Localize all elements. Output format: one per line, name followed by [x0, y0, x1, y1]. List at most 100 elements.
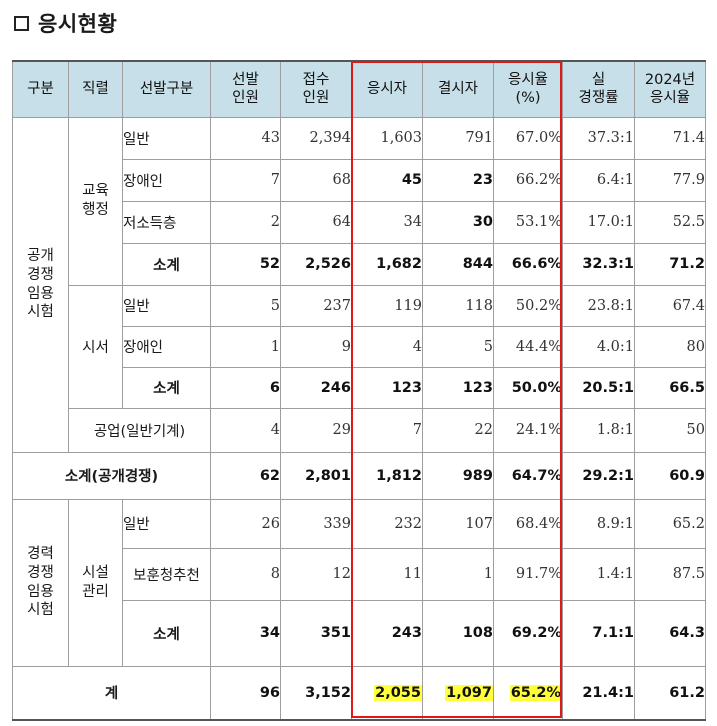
cell-rate-2024: 61.2: [634, 665, 706, 721]
cell-rate: 66.2%: [493, 158, 563, 202]
cell-absentees: 989: [422, 451, 494, 500]
cell-absentees: 108: [422, 599, 494, 667]
group-open: 공개 경쟁 임용 시험: [12, 116, 69, 453]
header-row: 구분 직렬 선발구분 선발 인원 접수 인원 응시자 결시자 응시율 (%) 실 경쟁률…: [12, 60, 706, 118]
cell-rate-2024: 71.2: [634, 242, 706, 286]
cell-competition: 23.8:1: [562, 284, 635, 327]
cell-applied: 2,394: [280, 116, 352, 160]
cell-selected: 8: [210, 547, 281, 601]
cell-applied: 351: [280, 599, 352, 667]
checkbox-icon: [14, 15, 29, 31]
table-row: 장애인 7 68 45 23 66.2% 6.4:1 77.9: [13, 158, 706, 202]
cell-rate-2024: 60.9: [634, 451, 706, 500]
cell-competition: 1.4:1: [562, 547, 635, 601]
cell-competition: 20.5:1: [562, 366, 635, 409]
cell-rate: 50.2%: [493, 284, 563, 327]
cell-rate-2024: 80: [634, 325, 706, 368]
highlight-rate: 65.2%: [509, 684, 562, 701]
highlight-absentees: 1,097: [445, 684, 493, 701]
position-librarian: 시서: [68, 284, 123, 409]
cell-rate: 69.2%: [493, 599, 563, 667]
cell-selected: 34: [210, 599, 281, 667]
header-category: 구분: [12, 60, 69, 118]
header-rate-2024: 2024년 응시율: [634, 60, 706, 118]
table-row: 저소득층 2 64 34 30 53.1% 17.0:1 52.5: [13, 200, 706, 244]
cell-competition: 29.2:1: [562, 451, 635, 500]
subtotal-row: 소계 34 351 243 108 69.2% 7.1:1 64.3: [13, 599, 706, 667]
cell-applied: 29: [280, 407, 352, 453]
header-selection-type: 선발구분: [122, 60, 211, 118]
cell-rate: 24.1%: [493, 407, 563, 453]
subtotal-label: 소계: [122, 366, 211, 409]
cell-rate: 65.2%: [493, 665, 563, 721]
cell-rate-2024: 65.2: [634, 498, 706, 549]
cell-applied: 246: [280, 366, 352, 409]
position-facility: 시설 관리: [68, 498, 123, 667]
table-row: 경력 경쟁 임용 시험 시설 관리 일반 26 339 232 107 68.4% 8.…: [12, 498, 706, 667]
cell-selected: 96: [210, 665, 281, 721]
cell-examinees: 1,812: [351, 451, 423, 500]
cell-competition: 8.9:1: [562, 498, 635, 549]
selection-type: 일반: [122, 116, 211, 160]
cell-absentees: 791: [422, 116, 494, 160]
selection-type: 장애인: [122, 158, 211, 202]
cell-rate-2024: 52.5: [634, 200, 706, 244]
cell-selected: 1: [210, 325, 281, 368]
cell-rate-2024: 66.5: [634, 366, 706, 409]
cell-applied: 237: [280, 284, 352, 327]
exam-status-table: 구분 직렬 선발구분 선발 인원 접수 인원 응시자 결시자 응시율 (%) 실 경쟁률…: [12, 60, 706, 721]
cell-rate-2024: 87.5: [634, 547, 706, 601]
table-row: 공개 경쟁 임용 시험 교육 행정 일반 43 2,394 1,603 791 67.0…: [12, 116, 706, 453]
cell-competition: 7.1:1: [562, 599, 635, 667]
cell-absentees: 22: [422, 407, 494, 453]
cell-rate-2024: 77.9: [634, 158, 706, 202]
cell-rate: 50.0%: [493, 366, 563, 409]
cell-applied: 12: [280, 547, 352, 601]
table-row: 공업(일반기계) 4 29 7 22 24.1% 1.8:1 50: [13, 407, 706, 453]
cell-rate-2024: 71.4: [634, 116, 706, 160]
header-competition: 실 경쟁률: [562, 60, 635, 118]
cell-examinees: 1,603: [351, 116, 423, 160]
cell-rate: 67.0%: [493, 116, 563, 160]
subtotal-row: 소계 6 246 123 123 50.0% 20.5:1 66.5: [13, 366, 706, 409]
cell-applied: 3,152: [280, 665, 352, 721]
cell-applied: 64: [280, 200, 352, 244]
cell-competition: 17.0:1: [562, 200, 635, 244]
selection-type: 보훈청추천: [122, 547, 211, 601]
cell-absentees: 23: [422, 158, 494, 202]
cell-examinees: 7: [351, 407, 423, 453]
cell-selected: 7: [210, 158, 281, 202]
open-subtotal-label: 소계(공개경쟁): [12, 451, 211, 500]
cell-rate: 44.4%: [493, 325, 563, 368]
cell-rate: 64.7%: [493, 451, 563, 500]
cell-examinees: 119: [351, 284, 423, 327]
total-row: 계 96 3,152 2,055 1,097 65.2% 21.4:1 61.2: [12, 665, 706, 721]
subtotal-label: 소계: [122, 599, 211, 667]
title-text: 응시현황: [38, 12, 118, 36]
cell-examinees: 243: [351, 599, 423, 667]
cell-absentees: 1: [422, 547, 494, 601]
header-applied: 접수 인원: [280, 60, 352, 118]
cell-rate: 68.4%: [493, 498, 563, 549]
cell-applied: 2,526: [280, 242, 352, 286]
cell-absentees: 30: [422, 200, 494, 244]
cell-competition: 37.3:1: [562, 116, 635, 160]
cell-rate: 91.7%: [493, 547, 563, 601]
cell-examinees: 1,682: [351, 242, 423, 286]
header-position: 직렬: [68, 60, 123, 118]
cell-examinees: 4: [351, 325, 423, 368]
cell-selected: 2: [210, 200, 281, 244]
cell-competition: 6.4:1: [562, 158, 635, 202]
total-label: 계: [12, 665, 211, 721]
cell-selected: 52: [210, 242, 281, 286]
header-selected: 선발 인원: [210, 60, 281, 118]
cell-selected: 6: [210, 366, 281, 409]
selection-type: 장애인: [122, 325, 211, 368]
table-row: 시서 일반 5 237 119 118 50.2% 23.8:1 67.4: [13, 284, 706, 409]
cell-examinees: 123: [351, 366, 423, 409]
highlight-examinees: 2,055: [374, 684, 422, 701]
group-career: 경력 경쟁 임용 시험: [12, 498, 69, 667]
cell-rate-2024: 64.3: [634, 599, 706, 667]
cell-rate-2024: 50: [634, 407, 706, 453]
header-examinees: 응시자: [351, 60, 423, 118]
